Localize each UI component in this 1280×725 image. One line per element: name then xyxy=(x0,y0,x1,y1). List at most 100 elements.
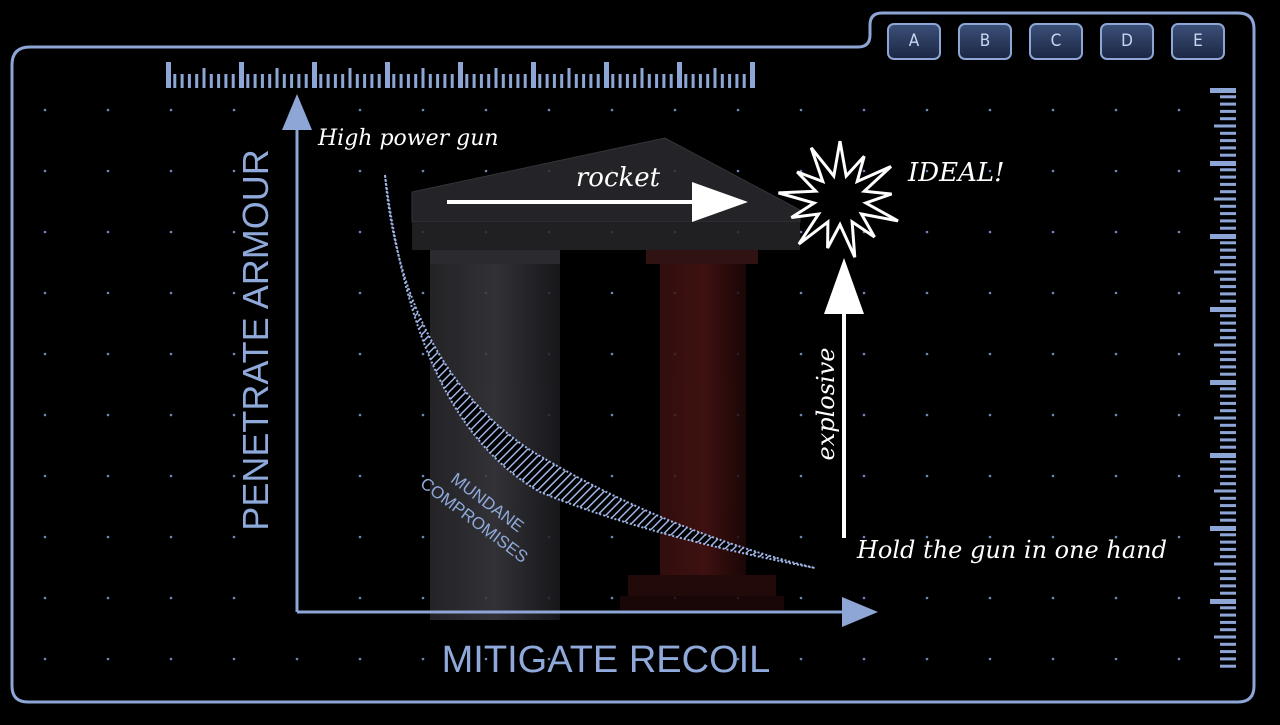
grid-dot xyxy=(1114,230,1118,234)
ruler-tick xyxy=(239,62,244,88)
grid-dot xyxy=(547,108,551,112)
ruler-tick xyxy=(377,74,381,88)
grid-dot xyxy=(1177,169,1181,173)
grid-dot xyxy=(925,352,929,356)
ruler-tick xyxy=(1220,358,1236,362)
grid-dot xyxy=(862,352,866,356)
ruler-tick xyxy=(326,74,330,88)
tab-e-button[interactable]: E xyxy=(1171,23,1225,60)
grid-dot xyxy=(169,169,173,173)
grid-dot xyxy=(925,535,929,539)
ruler-tick xyxy=(1220,226,1236,230)
ruler-tick xyxy=(458,62,463,88)
ruler-tick xyxy=(1220,642,1236,646)
grid-dot xyxy=(106,291,110,295)
grid-dot xyxy=(421,108,425,112)
grid-dot xyxy=(358,291,362,295)
grid-dot xyxy=(421,291,425,295)
grid-dot xyxy=(1051,657,1055,661)
ruler-tick xyxy=(304,74,308,88)
grid-dot xyxy=(1114,596,1118,600)
tab-a-button[interactable]: A xyxy=(887,23,941,60)
grid-dot xyxy=(799,291,803,295)
ruler-tick xyxy=(282,74,286,88)
ruler-tick xyxy=(1214,489,1236,493)
grid-dot xyxy=(799,352,803,356)
grid-dot xyxy=(799,108,803,112)
ruler-tick xyxy=(1220,285,1236,289)
tab-c-button[interactable]: C xyxy=(1029,23,1083,60)
ruler-tick xyxy=(1220,212,1236,216)
ruler-tick xyxy=(363,74,367,88)
ideal-starburst-icon xyxy=(778,140,899,258)
grid-dot xyxy=(106,474,110,478)
explosive-label: explosive xyxy=(812,348,840,461)
grid-dot xyxy=(232,230,236,234)
grid-dot xyxy=(43,352,47,356)
ruler-tick xyxy=(224,74,228,88)
ruler-tick xyxy=(1220,175,1236,179)
ruler-tick xyxy=(1220,204,1236,208)
ruler-tick xyxy=(1220,620,1236,624)
ruler-tick xyxy=(1220,540,1236,544)
ruler-tick xyxy=(1220,95,1236,99)
grid-dot xyxy=(547,657,551,661)
grid-dot xyxy=(1114,474,1118,478)
grid-dot xyxy=(799,535,803,539)
grid-dot xyxy=(1051,596,1055,600)
grid-dot xyxy=(988,474,992,478)
grid-dot xyxy=(1114,291,1118,295)
grid-dot xyxy=(1051,413,1055,417)
grid-dot xyxy=(169,657,173,661)
grid-dot xyxy=(232,474,236,478)
ruler-tick xyxy=(253,74,257,88)
grid-dot xyxy=(1114,657,1118,661)
ruler-tick xyxy=(1220,664,1236,668)
grid-dot xyxy=(43,596,47,600)
grid-dot xyxy=(862,535,866,539)
grid-dot xyxy=(106,108,110,112)
grid-dot xyxy=(925,413,929,417)
grid-dot xyxy=(421,596,425,600)
grid-dot xyxy=(1051,535,1055,539)
ruler-tick xyxy=(1220,131,1236,135)
ruler-tick xyxy=(1220,569,1236,573)
grid-dot xyxy=(106,230,110,234)
grid-dot xyxy=(106,535,110,539)
y-axis-label: PENETRATE ARMOUR xyxy=(235,149,276,530)
grid-dot xyxy=(358,535,362,539)
grid-dot xyxy=(988,413,992,417)
ruler-tick xyxy=(436,74,440,88)
ruler-tick xyxy=(421,68,425,88)
ruler-tick xyxy=(1210,526,1236,531)
grid-dot xyxy=(799,474,803,478)
ruler-tick xyxy=(1220,606,1236,610)
grid-dot xyxy=(862,657,866,661)
ruler-tick xyxy=(1220,168,1236,172)
grid-dot xyxy=(799,413,803,417)
grid-dot xyxy=(43,413,47,417)
ruler-tick xyxy=(1214,124,1236,128)
ruler-tick xyxy=(1210,599,1236,604)
ruler-tick xyxy=(647,74,651,88)
ruler-tick xyxy=(713,68,717,88)
ruler-tick xyxy=(1220,277,1236,281)
grid-dot xyxy=(232,596,236,600)
grid-dot xyxy=(988,230,992,234)
ruler-tick xyxy=(1220,533,1236,537)
grid-dot xyxy=(610,596,614,600)
ruler-tick xyxy=(509,74,513,88)
ruler-tick xyxy=(1220,555,1236,559)
grid-dot xyxy=(1114,108,1118,112)
grid-dot xyxy=(1051,108,1055,112)
grid-dot xyxy=(421,657,425,661)
grid-dot xyxy=(106,352,110,356)
grid-dot xyxy=(358,169,362,173)
tab-d-button[interactable]: D xyxy=(1100,23,1154,60)
ruler-tick xyxy=(479,74,483,88)
ruler-tick xyxy=(1220,117,1236,121)
grid-dot xyxy=(1114,413,1118,417)
ruler-tick xyxy=(260,74,264,88)
tab-b-button[interactable]: B xyxy=(958,23,1012,60)
